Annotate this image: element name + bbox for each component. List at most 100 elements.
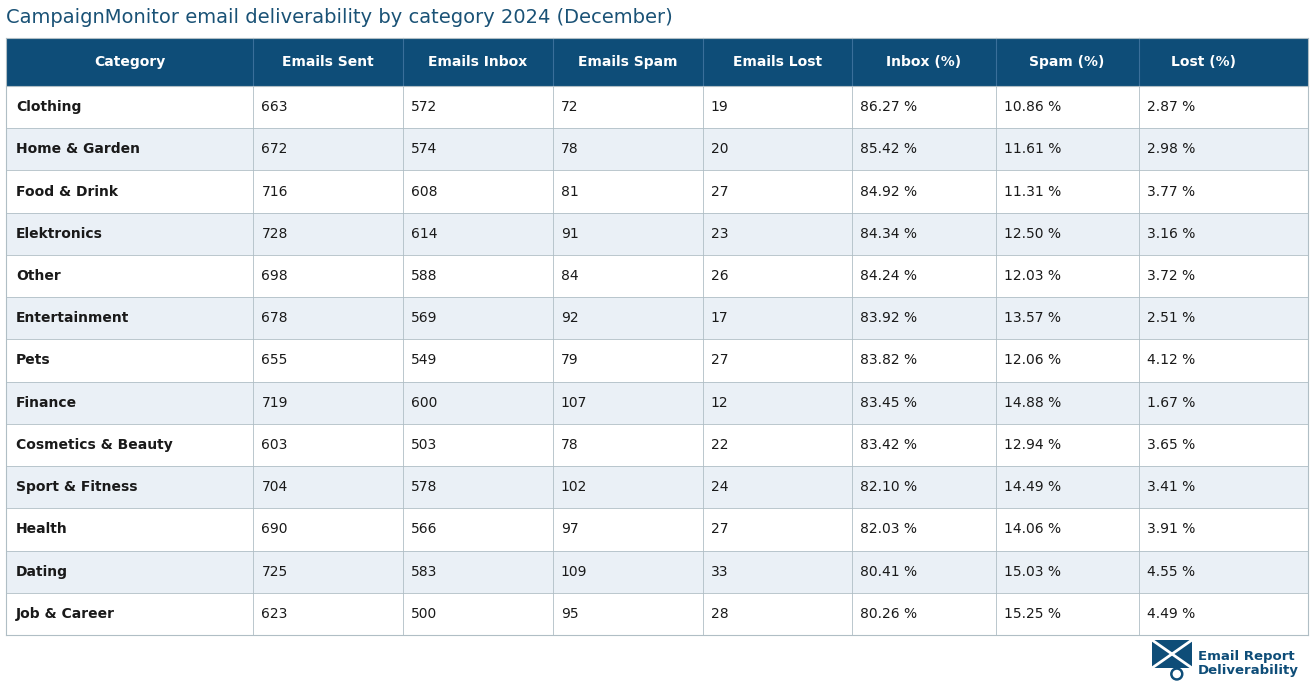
Text: 503: 503	[411, 438, 438, 452]
Text: Emails Inbox: Emails Inbox	[428, 55, 528, 69]
Text: 704: 704	[261, 480, 288, 494]
Bar	[7, 466, 1307, 508]
Text: 109: 109	[561, 565, 587, 579]
Text: 1.67 %: 1.67 %	[1147, 395, 1196, 410]
Text: 80.41 %: 80.41 %	[861, 565, 917, 579]
Bar	[7, 255, 1307, 297]
Text: Pets: Pets	[16, 353, 51, 367]
Text: 2.87 %: 2.87 %	[1147, 100, 1194, 114]
Text: 11.31 %: 11.31 %	[1004, 185, 1060, 198]
Text: Deliverability: Deliverability	[1198, 664, 1298, 677]
Text: Home & Garden: Home & Garden	[16, 143, 141, 156]
Text: 86.27 %: 86.27 %	[861, 100, 917, 114]
Text: 600: 600	[411, 395, 438, 410]
Circle shape	[1173, 670, 1180, 677]
Text: 91: 91	[561, 227, 578, 241]
Text: Clothing: Clothing	[16, 100, 81, 114]
Text: 82.10 %: 82.10 %	[861, 480, 917, 494]
Bar	[7, 38, 1307, 86]
Text: 22: 22	[711, 438, 728, 452]
Text: 623: 623	[261, 607, 288, 621]
Text: Cosmetics & Beauty: Cosmetics & Beauty	[16, 438, 172, 452]
Text: 72: 72	[561, 100, 578, 114]
Text: 728: 728	[261, 227, 288, 241]
Text: 588: 588	[411, 269, 438, 283]
Bar	[7, 170, 1307, 213]
Text: Category: Category	[95, 55, 166, 69]
Text: 698: 698	[261, 269, 288, 283]
Text: 4.49 %: 4.49 %	[1147, 607, 1194, 621]
Text: 500: 500	[411, 607, 438, 621]
Text: 83.82 %: 83.82 %	[861, 353, 917, 367]
Circle shape	[1171, 668, 1183, 680]
Text: 12: 12	[711, 395, 728, 410]
Text: 12.03 %: 12.03 %	[1004, 269, 1060, 283]
Text: Food & Drink: Food & Drink	[16, 185, 118, 198]
Text: 725: 725	[261, 565, 288, 579]
Bar	[7, 593, 1307, 635]
Text: 10.86 %: 10.86 %	[1004, 100, 1060, 114]
Text: 690: 690	[261, 522, 288, 537]
Text: 84.24 %: 84.24 %	[861, 269, 917, 283]
Text: 17: 17	[711, 311, 728, 325]
Text: 663: 663	[261, 100, 288, 114]
Text: 19: 19	[711, 100, 728, 114]
Text: 583: 583	[411, 565, 438, 579]
Text: 578: 578	[411, 480, 438, 494]
Text: Dating: Dating	[16, 565, 68, 579]
Text: Emails Sent: Emails Sent	[283, 55, 374, 69]
Text: Emails Lost: Emails Lost	[733, 55, 823, 69]
Text: 2.51 %: 2.51 %	[1147, 311, 1194, 325]
Text: 84.92 %: 84.92 %	[861, 185, 917, 198]
Text: 608: 608	[411, 185, 438, 198]
Text: Job & Career: Job & Career	[16, 607, 116, 621]
Text: 15.03 %: 15.03 %	[1004, 565, 1060, 579]
Bar	[7, 340, 1307, 382]
Text: Inbox (%): Inbox (%)	[887, 55, 962, 69]
Text: Emails Spam: Emails Spam	[578, 55, 678, 69]
Text: 572: 572	[411, 100, 438, 114]
Text: Health: Health	[16, 522, 68, 537]
Text: Spam (%): Spam (%)	[1029, 55, 1105, 69]
Bar	[7, 213, 1307, 255]
Bar	[7, 297, 1307, 340]
Text: 4.55 %: 4.55 %	[1147, 565, 1194, 579]
Text: 15.25 %: 15.25 %	[1004, 607, 1060, 621]
Text: 97: 97	[561, 522, 578, 537]
Text: 95: 95	[561, 607, 578, 621]
Text: 14.88 %: 14.88 %	[1004, 395, 1060, 410]
Bar	[7, 551, 1307, 593]
Bar	[7, 86, 1307, 128]
Text: 107: 107	[561, 395, 587, 410]
Text: 92: 92	[561, 311, 578, 325]
Text: 20: 20	[711, 143, 728, 156]
Bar	[7, 128, 1307, 170]
Text: 27: 27	[711, 522, 728, 537]
Text: 716: 716	[261, 185, 288, 198]
Text: 33: 33	[711, 565, 728, 579]
Text: 11.61 %: 11.61 %	[1004, 143, 1060, 156]
Text: 2.98 %: 2.98 %	[1147, 143, 1196, 156]
Text: 84.34 %: 84.34 %	[861, 227, 917, 241]
Text: Other: Other	[16, 269, 60, 283]
Text: 719: 719	[261, 395, 288, 410]
Text: 79: 79	[561, 353, 578, 367]
Text: 12.94 %: 12.94 %	[1004, 438, 1060, 452]
Text: 14.49 %: 14.49 %	[1004, 480, 1060, 494]
Text: 3.72 %: 3.72 %	[1147, 269, 1194, 283]
Text: 81: 81	[561, 185, 578, 198]
Text: Email Report: Email Report	[1198, 650, 1294, 663]
Text: 28: 28	[711, 607, 728, 621]
Text: 24: 24	[711, 480, 728, 494]
Text: 566: 566	[411, 522, 438, 537]
Bar	[7, 382, 1307, 424]
Text: 26: 26	[711, 269, 728, 283]
Text: 85.42 %: 85.42 %	[861, 143, 917, 156]
Text: 603: 603	[261, 438, 288, 452]
Text: 12.06 %: 12.06 %	[1004, 353, 1060, 367]
Text: 82.03 %: 82.03 %	[861, 522, 917, 537]
Text: 678: 678	[261, 311, 288, 325]
Text: 83.45 %: 83.45 %	[861, 395, 917, 410]
Text: 3.91 %: 3.91 %	[1147, 522, 1196, 537]
Text: Elektronics: Elektronics	[16, 227, 102, 241]
